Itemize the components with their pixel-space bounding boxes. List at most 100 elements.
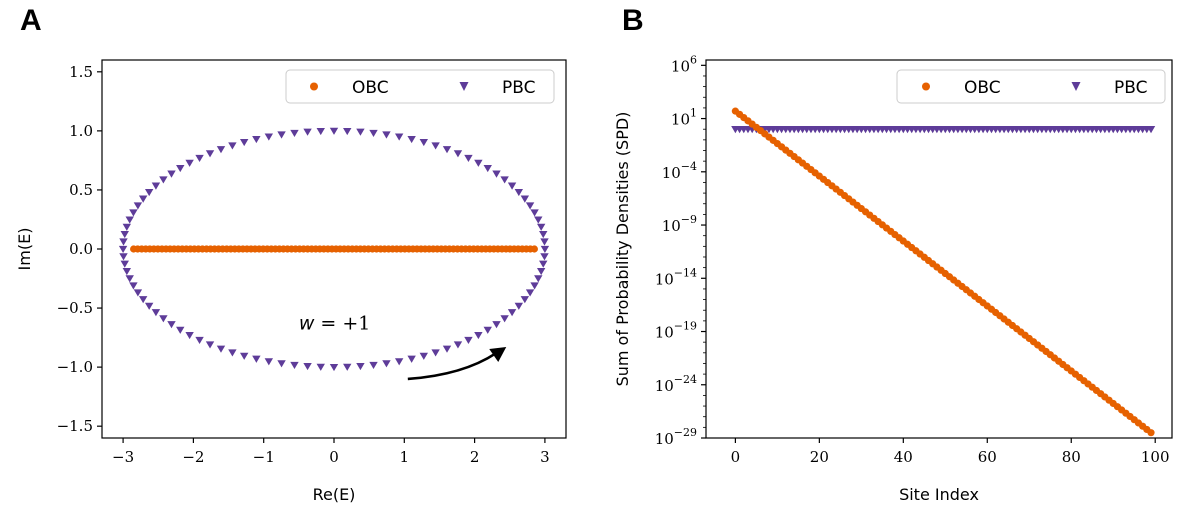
x-tick-label: 60 xyxy=(978,448,997,466)
pbc-point xyxy=(525,289,535,297)
x-tick-label: 80 xyxy=(1062,448,1081,466)
y-tick-label: −1.0 xyxy=(57,358,93,376)
pbc-point xyxy=(356,128,365,136)
arrow-head xyxy=(489,347,507,363)
pbc-point xyxy=(369,361,378,370)
pbc-point xyxy=(407,355,416,363)
panel-b: B OBC PBC 0 20 40 60 80 100 106 101 10−4 10−9 10−… xyxy=(613,4,1173,504)
pbc-point xyxy=(536,223,546,231)
pbc-point xyxy=(118,245,128,253)
pbc-point xyxy=(205,150,215,158)
y-tick-label: −1.5 xyxy=(57,417,93,435)
y-tick-label: 101 xyxy=(671,107,697,129)
legend-pbc-marker xyxy=(1071,82,1081,91)
pbc-point xyxy=(492,321,501,329)
pbc-point xyxy=(407,136,416,144)
pbc-point xyxy=(316,363,325,371)
legend-obc-label: OBC xyxy=(352,78,389,98)
pbc-point xyxy=(520,195,530,203)
obc-point xyxy=(1147,429,1155,437)
legend-box xyxy=(285,69,555,104)
pbc-point xyxy=(329,127,339,135)
pbc-point xyxy=(534,275,543,283)
pbc-point xyxy=(119,253,128,261)
panel-a: A w = +1 OBC PBC −3 −2 −1 0 1 2 3 −1.5 −1.0 −0.5… xyxy=(15,4,567,504)
pbc-point xyxy=(539,260,548,268)
pbc-point xyxy=(419,138,429,147)
x-tick-label: −1 xyxy=(253,448,275,466)
pbc-point xyxy=(343,363,352,371)
y-tick-label: 10−19 xyxy=(655,320,697,342)
pbc-point xyxy=(252,355,261,363)
x-tick-label: 1 xyxy=(400,448,410,466)
pbc-point xyxy=(492,170,501,178)
pbc-point xyxy=(195,336,204,345)
pbc-point xyxy=(474,331,483,340)
winding-number-annotation: w = +1 xyxy=(299,312,371,334)
pbc-point xyxy=(239,352,249,360)
pbc-point xyxy=(239,138,249,147)
legend-obc-label: OBC xyxy=(964,78,1001,98)
pbc-point xyxy=(167,170,176,178)
pbc-point xyxy=(228,349,237,357)
x-tick-label: −2 xyxy=(182,448,204,466)
pbc-point xyxy=(514,188,524,197)
panel-a-letter: A xyxy=(20,4,42,37)
pbc-point xyxy=(530,209,539,217)
x-tick-label: 0 xyxy=(329,448,339,466)
x-tick-label: 3 xyxy=(540,448,550,466)
pbc-point xyxy=(419,352,429,360)
pbc-point xyxy=(431,349,440,357)
pbc-point xyxy=(133,289,143,297)
pbc-point xyxy=(534,216,543,224)
pbc-point xyxy=(252,136,261,144)
pbc-point xyxy=(483,164,492,173)
pbc-point xyxy=(329,363,339,372)
pbc-point xyxy=(453,341,463,349)
pbc-point xyxy=(530,282,539,290)
pbc-point xyxy=(290,129,299,137)
y-tick-label: 106 xyxy=(671,53,697,75)
pbc-point xyxy=(474,159,483,167)
obc-point xyxy=(530,245,538,253)
pbc-point xyxy=(185,159,194,167)
pbc-point xyxy=(525,202,535,210)
pbc-point xyxy=(129,282,138,290)
y-tick-label: 1.5 xyxy=(69,63,93,81)
winding-arrow xyxy=(407,347,507,381)
x-tick-label: 2 xyxy=(470,448,480,466)
pbc-point xyxy=(159,176,168,184)
legend-obc-marker xyxy=(310,82,318,91)
panel-a-x-label: Re(E) xyxy=(313,485,356,504)
pbc-point xyxy=(120,231,129,239)
y-tick-label: −0.5 xyxy=(57,299,93,317)
panel-b-y-label: Sum of Probability Densities (SPD) xyxy=(613,112,632,387)
pbc-point xyxy=(125,216,134,224)
y-tick-label: 10−24 xyxy=(655,373,697,395)
pbc-point xyxy=(303,363,312,371)
pbc-point xyxy=(382,360,391,368)
panel-a-x-ticks: −3 −2 −1 0 1 2 3 xyxy=(112,438,550,466)
panel-a-y-label: Im(E) xyxy=(15,228,34,271)
pbc-point xyxy=(442,345,452,353)
panel-a-points xyxy=(118,127,550,372)
pbc-point xyxy=(316,127,325,136)
arrow-shaft xyxy=(407,351,497,381)
pbc-point xyxy=(343,127,352,136)
panel-b-frame xyxy=(705,59,1173,439)
pbc-point xyxy=(369,129,378,137)
pbc-point xyxy=(540,253,549,261)
pbc-point xyxy=(138,296,148,304)
y-tick-label: 10−29 xyxy=(655,426,697,448)
y-tick-label: 0.5 xyxy=(69,181,93,199)
winding-w: w xyxy=(299,312,315,334)
pbc-point xyxy=(442,146,452,154)
pbc-point xyxy=(176,164,185,173)
pbc-point xyxy=(216,146,226,154)
pbc-point xyxy=(394,133,404,141)
pbc-point xyxy=(125,275,134,283)
pbc-point xyxy=(277,360,286,368)
pbc-point xyxy=(120,260,129,268)
panel-b-legend: OBC PBC xyxy=(896,69,1166,104)
pbc-point xyxy=(264,358,274,366)
